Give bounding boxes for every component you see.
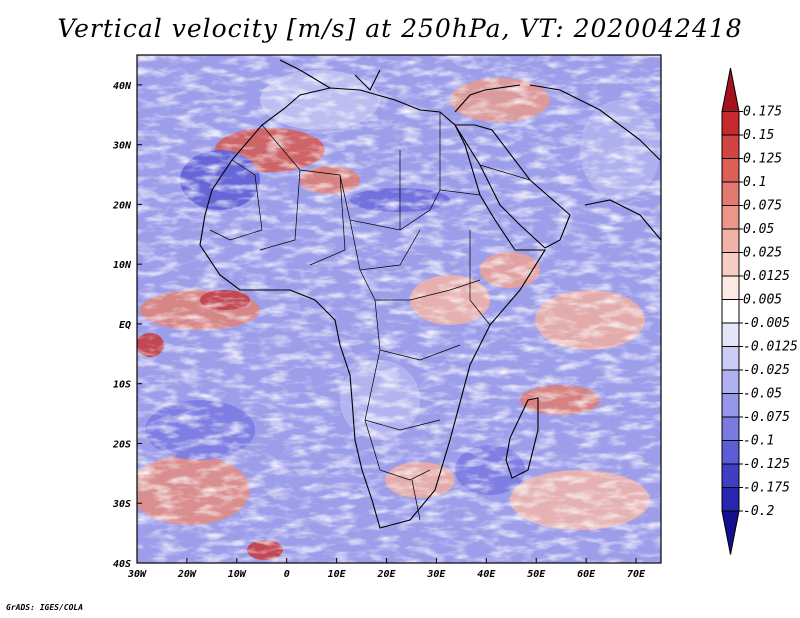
colorbar-label: 0.1 xyxy=(743,175,766,190)
lat-tick-label: EQ xyxy=(119,320,131,331)
vertical-velocity-field xyxy=(137,55,661,563)
lon-tick-label: 70E xyxy=(627,569,646,580)
colorbar-swatch xyxy=(721,463,740,488)
grads-credit: GrADS: IGES/COLA xyxy=(6,603,84,612)
colorbar-label: 0.0125 xyxy=(743,269,790,284)
colorbar-label: -0.125 xyxy=(743,457,790,472)
colorbar-label: 0.15 xyxy=(743,128,774,143)
colorbar-swatch xyxy=(721,181,740,206)
colorbar-swatch xyxy=(721,228,740,253)
lat-tick-label: 40N xyxy=(113,81,132,92)
colorbar-swatch xyxy=(721,299,740,324)
lat-tick-label: 20S xyxy=(112,439,131,450)
plot-frame xyxy=(136,54,662,564)
colorbar-label: 0.125 xyxy=(743,152,782,167)
lat-tick-label: 30N xyxy=(112,141,132,152)
colorbar-label: -0.075 xyxy=(743,410,790,425)
colorbar-swatch xyxy=(721,134,740,159)
colorbar-top-arrow xyxy=(721,67,740,112)
colorbar-label: -0.0125 xyxy=(743,340,798,355)
lon-tick-label: 30W xyxy=(127,569,147,580)
lon-tick-label: 10W xyxy=(228,569,247,580)
colorbar: 0.175 0.15 0.125 0.1 0.075 0.05 0.025 0.0125 0.0… xyxy=(721,67,798,555)
colorbar-swatch xyxy=(721,252,740,277)
lat-tick-label: 10N xyxy=(113,260,132,271)
colorbar-label: 0.05 xyxy=(743,222,774,237)
lon-tick-label: 10E xyxy=(328,569,347,580)
colorbar-swatch xyxy=(721,393,740,418)
lon-tick-label: 50E xyxy=(527,569,546,580)
colorbar-swatch xyxy=(721,346,740,371)
lon-axis: 30W 20W 10W 0 10E 20E 30E 40E 50E 60E 70E xyxy=(127,558,646,580)
colorbar-swatch xyxy=(721,369,740,394)
colorbar-label: -0.1 xyxy=(743,434,774,449)
colorbar-bottom-arrow xyxy=(721,510,740,555)
colorbar-label: 0.005 xyxy=(743,293,782,308)
colorbar-label: 0.075 xyxy=(743,199,782,214)
coastlines xyxy=(199,59,661,529)
colorbar-swatch xyxy=(721,111,740,136)
colorbar-swatch xyxy=(721,440,740,465)
colorbar-label: -0.025 xyxy=(743,363,790,378)
lat-axis: 40N 30N 20N 10N EQ 10S 20S 30S 40S xyxy=(112,81,142,570)
colorbar-label: 0.175 xyxy=(743,105,782,120)
colorbar-label: -0.05 xyxy=(743,387,782,402)
colorbar-label: -0.2 xyxy=(743,504,774,519)
lon-tick-label: 30E xyxy=(426,569,446,580)
lon-tick-label: 60E xyxy=(577,569,596,580)
colorbar-swatch xyxy=(721,158,740,183)
colorbar-swatch xyxy=(721,205,740,230)
lat-tick-label: 40S xyxy=(113,559,131,570)
lon-tick-label: 20W xyxy=(177,569,197,580)
lon-tick-label: 20E xyxy=(376,569,396,580)
lat-tick-label: 30S xyxy=(112,499,131,510)
lat-tick-label: 20N xyxy=(112,200,132,211)
lat-tick-label: 10S xyxy=(113,380,131,391)
colorbar-label: 0.025 xyxy=(743,246,782,261)
colorbar-swatch xyxy=(721,416,740,441)
lon-tick-label: 40E xyxy=(477,569,496,580)
country-borders xyxy=(209,112,531,521)
field-streaks xyxy=(137,55,661,563)
colorbar-label: -0.005 xyxy=(743,316,790,331)
colorbar-swatch xyxy=(721,275,740,300)
chart-title: Vertical velocity [m/s] at 250hPa, VT: 2… xyxy=(57,14,743,43)
colorbar-swatch xyxy=(721,322,740,347)
lon-tick-label: 0 xyxy=(284,569,290,580)
colorbar-swatch xyxy=(721,487,740,512)
colorbar-label: -0.175 xyxy=(743,481,790,496)
